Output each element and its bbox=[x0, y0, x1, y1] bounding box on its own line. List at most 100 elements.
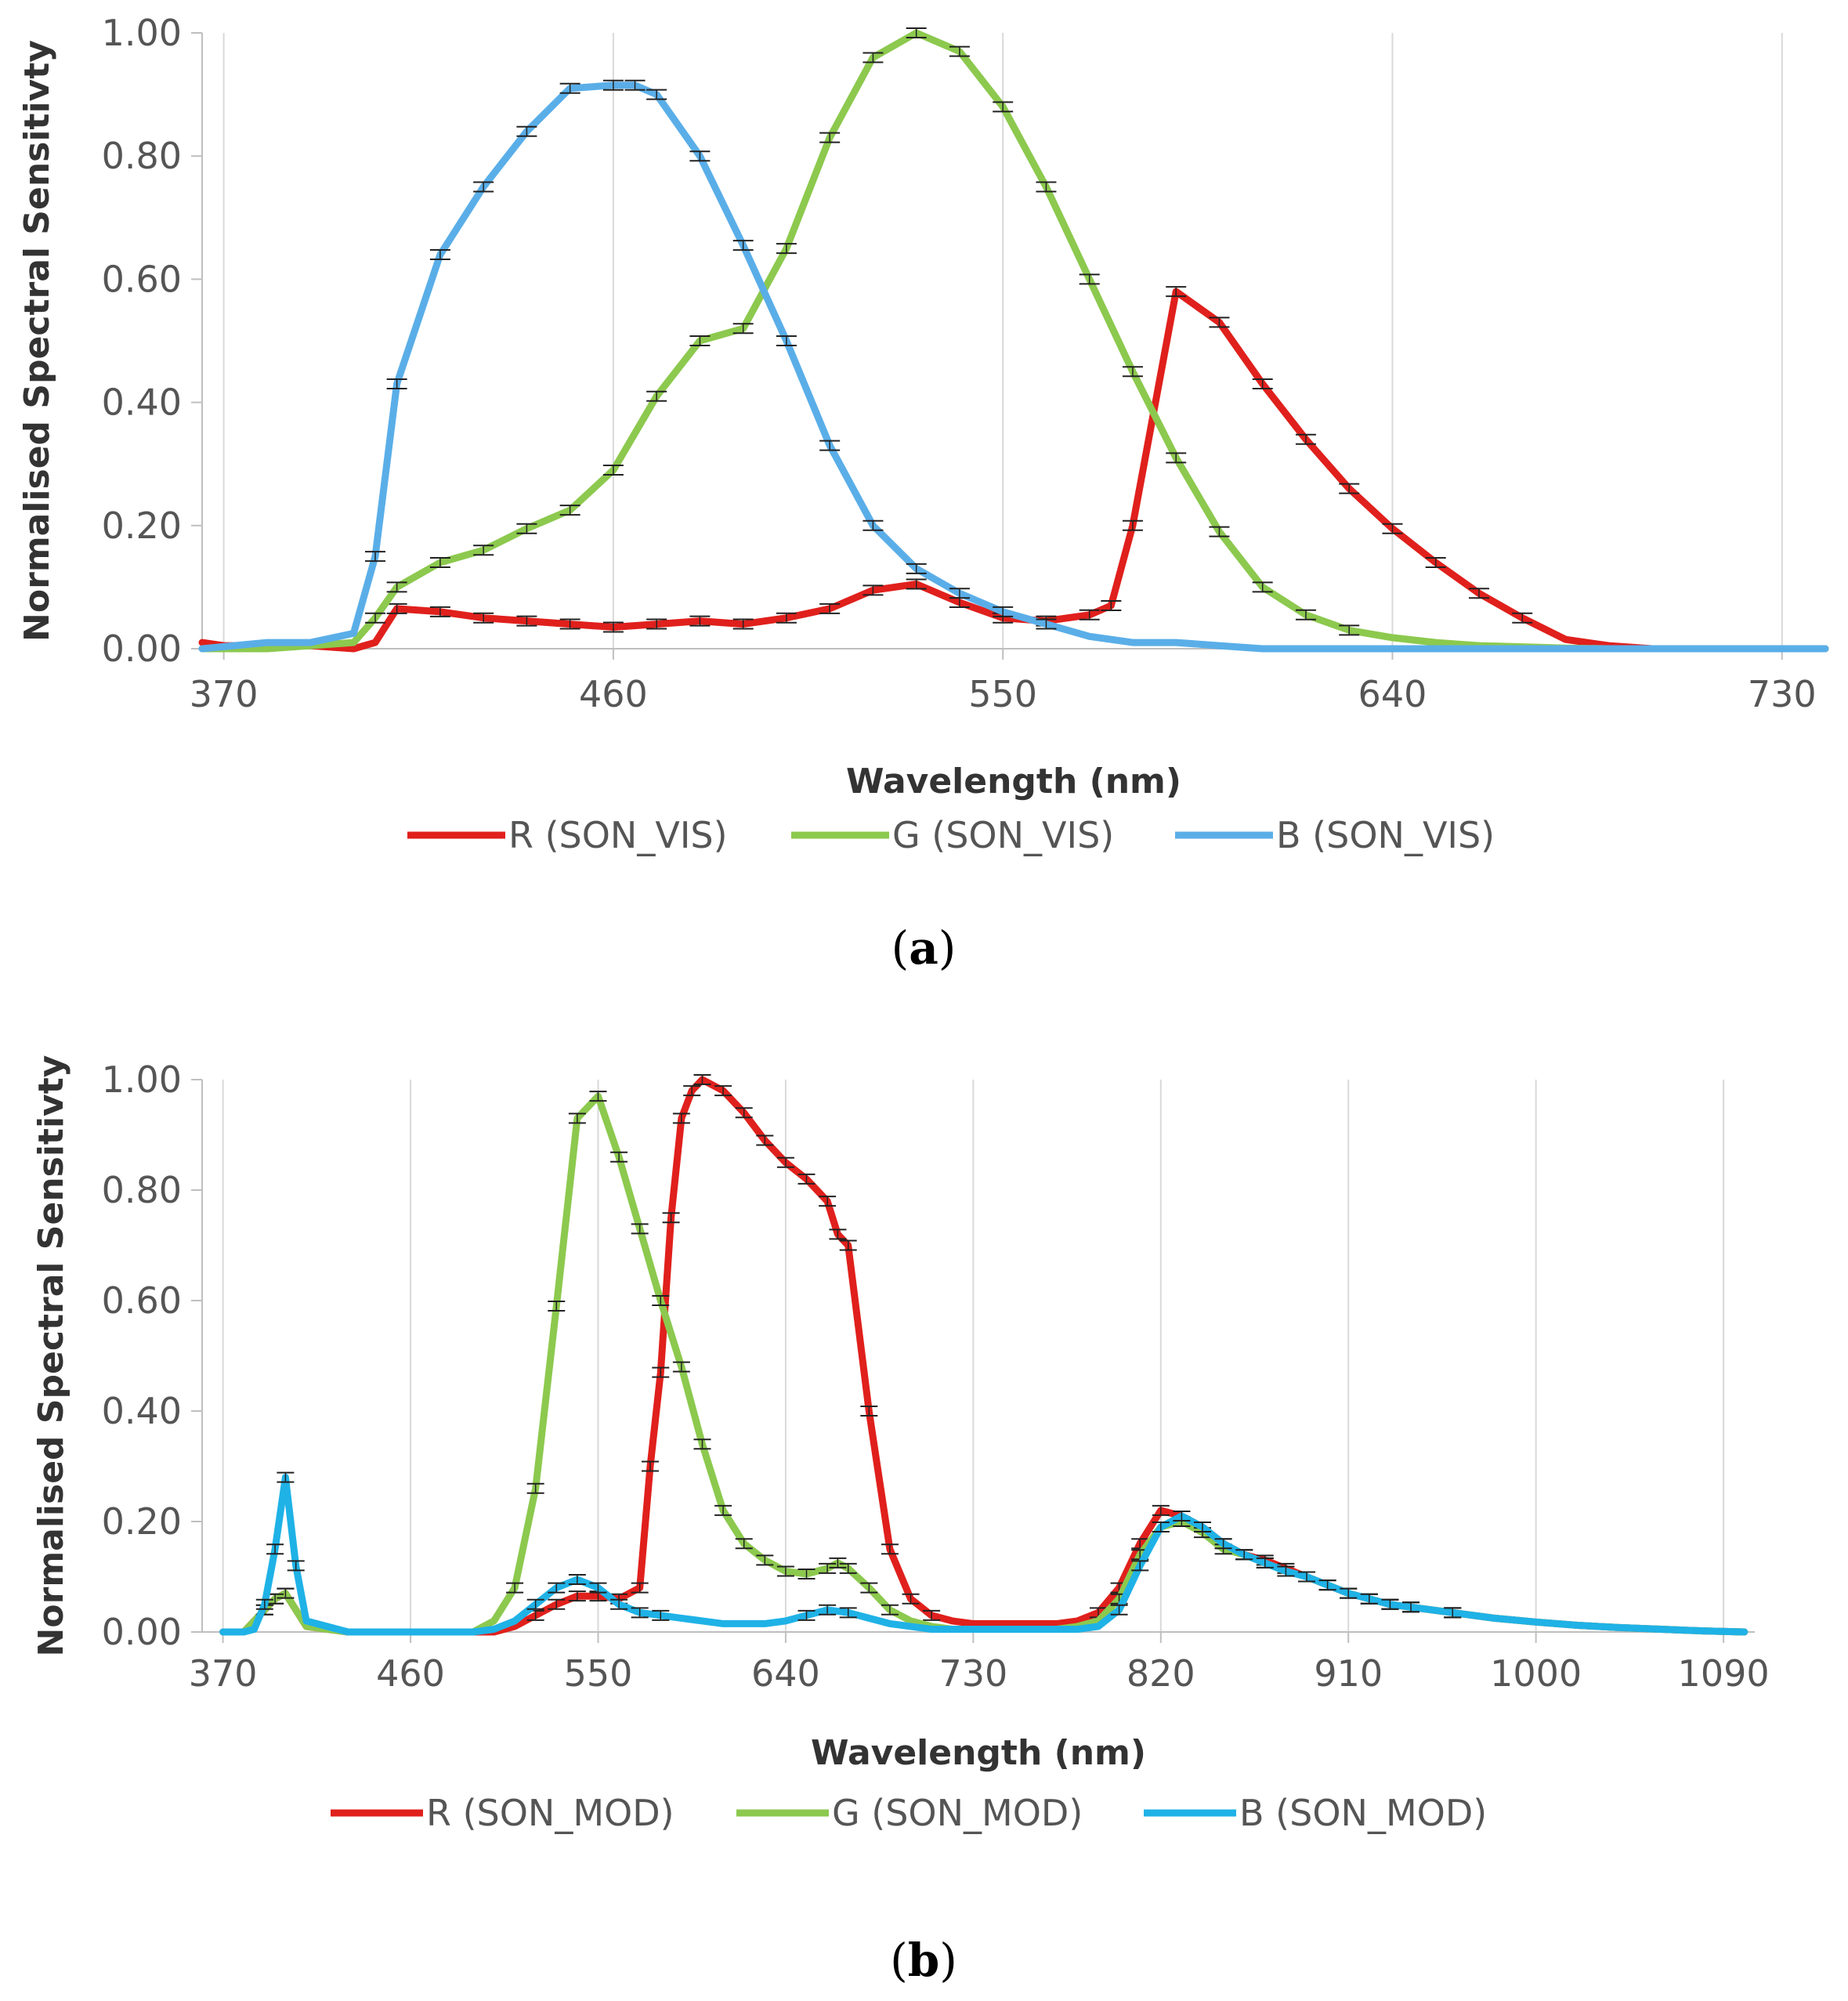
legend-label: R (SON_MOD) bbox=[426, 1792, 674, 1834]
error-bar bbox=[839, 1607, 857, 1619]
error-bar bbox=[1209, 526, 1230, 537]
error-bar bbox=[662, 1212, 680, 1224]
x-tick-label: 550 bbox=[968, 673, 1037, 715]
error-bar bbox=[797, 1568, 816, 1579]
error-bar bbox=[1122, 366, 1143, 378]
error-bar bbox=[589, 1091, 607, 1102]
error-bar bbox=[819, 440, 841, 451]
error-bar bbox=[287, 1560, 305, 1572]
error-bar bbox=[589, 1582, 607, 1594]
series-line-1 bbox=[219, 1092, 1749, 1636]
error-bar bbox=[610, 1151, 628, 1163]
error-bar bbox=[1295, 609, 1316, 621]
legend-label: R (SON_VIS) bbox=[508, 814, 728, 856]
error-bar bbox=[949, 45, 970, 57]
error-bar bbox=[506, 1582, 524, 1594]
legend-label: B (SON_MOD) bbox=[1239, 1792, 1487, 1834]
error-bar bbox=[756, 1134, 774, 1146]
error-bar bbox=[1101, 599, 1122, 611]
error-bar bbox=[906, 578, 927, 590]
error-bar bbox=[548, 1582, 566, 1594]
caption-open: ( bbox=[890, 1934, 908, 1987]
chart-panel-b: 0.00 0.20 0.40 0.60 0.80 1.00 370 460 550 640 730 8… bbox=[31, 1055, 1770, 1987]
error-bar bbox=[906, 27, 927, 38]
error-bar bbox=[1036, 181, 1057, 193]
error-bar bbox=[652, 1295, 670, 1306]
y-tick-label: 0.40 bbox=[102, 382, 182, 424]
x-tick-label: 460 bbox=[376, 1652, 445, 1695]
error-bar bbox=[1152, 1522, 1170, 1533]
error-bar bbox=[610, 1598, 628, 1610]
error-bar bbox=[652, 1366, 670, 1378]
error-bar bbox=[683, 1085, 701, 1097]
error-bar bbox=[819, 602, 841, 614]
x-tick-label: 640 bbox=[1358, 673, 1427, 715]
legend-label: G (SON_MOD) bbox=[832, 1792, 1083, 1834]
caption-letter: a bbox=[909, 921, 938, 975]
error-bar bbox=[689, 335, 711, 346]
error-bar bbox=[732, 618, 754, 630]
y-tick-label: 0.60 bbox=[102, 258, 182, 300]
error-bar bbox=[526, 1482, 544, 1494]
error-bar bbox=[902, 1593, 920, 1605]
error-bar bbox=[1214, 1538, 1232, 1550]
series-line-1 bbox=[198, 29, 1829, 653]
error-bar bbox=[631, 1607, 649, 1619]
error-bar bbox=[429, 606, 450, 617]
error-bar bbox=[1444, 1607, 1462, 1619]
error-bar bbox=[568, 1113, 586, 1124]
x-tick-label: 1090 bbox=[1678, 1652, 1770, 1695]
x-tick-label: 640 bbox=[751, 1652, 820, 1695]
error-bar bbox=[776, 243, 797, 255]
error-bar bbox=[1131, 1560, 1149, 1572]
error-bar bbox=[429, 248, 450, 260]
error-bar bbox=[735, 1107, 753, 1119]
error-bar bbox=[860, 1582, 878, 1594]
error-bar bbox=[1235, 1549, 1253, 1561]
error-bar bbox=[689, 615, 711, 627]
error-bar bbox=[266, 1543, 284, 1555]
y-tick-label: 0.60 bbox=[102, 1279, 182, 1322]
error-bar bbox=[548, 1598, 566, 1610]
error-bar bbox=[1036, 618, 1057, 630]
error-bar bbox=[881, 1604, 899, 1616]
error-bar bbox=[516, 615, 537, 627]
x-tick-label: 550 bbox=[564, 1652, 633, 1695]
error-bar bbox=[672, 1113, 690, 1124]
x-axis-title: Wavelength (nm) bbox=[846, 762, 1181, 801]
error-bar bbox=[672, 1361, 690, 1373]
error-bar bbox=[277, 1471, 295, 1483]
panel-caption: (a) bbox=[891, 921, 957, 975]
y-tick-label: 1.00 bbox=[102, 12, 182, 54]
error-bar bbox=[365, 612, 386, 624]
x-tick-label: 820 bbox=[1127, 1652, 1195, 1695]
error-bar bbox=[819, 1604, 837, 1616]
error-bar bbox=[860, 1406, 878, 1417]
error-bar bbox=[993, 101, 1014, 113]
legend-label: B (SON_VIS) bbox=[1276, 814, 1495, 856]
y-tick-label: 0.00 bbox=[102, 1611, 182, 1653]
error-bar bbox=[602, 465, 624, 476]
error-bar bbox=[386, 378, 407, 390]
x-tick-label: 1000 bbox=[1490, 1652, 1582, 1695]
error-bar bbox=[602, 79, 624, 91]
y-tick-label: 0.20 bbox=[102, 1500, 182, 1543]
error-bar bbox=[365, 551, 386, 563]
error-bar bbox=[559, 82, 580, 94]
error-bar bbox=[386, 581, 407, 593]
error-bar bbox=[386, 602, 407, 614]
error-bar bbox=[1402, 1601, 1420, 1613]
error-bar bbox=[993, 606, 1014, 617]
error-bar bbox=[949, 588, 970, 599]
error-bar bbox=[776, 1565, 794, 1577]
x-tick-label: 910 bbox=[1314, 1652, 1383, 1695]
error-bar bbox=[819, 1196, 837, 1207]
error-bar bbox=[631, 1582, 649, 1594]
series-line-0 bbox=[198, 288, 1829, 653]
error-bar bbox=[631, 1223, 649, 1235]
error-bar bbox=[819, 132, 841, 143]
error-bar bbox=[714, 1504, 732, 1516]
error-bar bbox=[473, 181, 494, 193]
error-bar bbox=[1152, 1504, 1170, 1516]
caption-close: ) bbox=[938, 921, 957, 975]
